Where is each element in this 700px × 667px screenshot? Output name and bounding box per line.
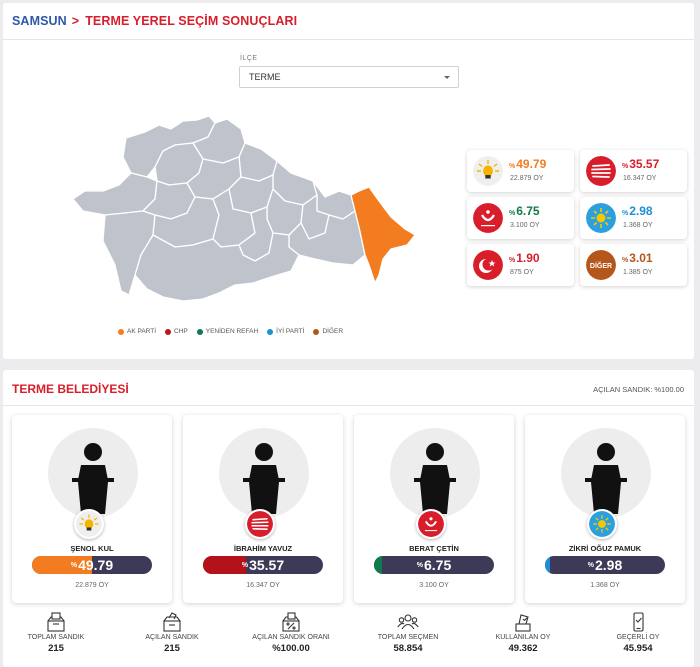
opened-ballots-info: AÇILAN SANDIK: %100.00 (593, 385, 684, 394)
ak-parti-bulb-logo (473, 156, 503, 186)
legend-dot (165, 328, 172, 335)
candidate-vote-bar-fill (374, 556, 383, 574)
party-result-card-diger[interactable]: DİĞER %3.01 1.385 OY (580, 244, 687, 286)
party-votes: 875 OY (510, 269, 534, 276)
legend-dot (118, 328, 124, 335)
valid-vote-phone-icon (633, 612, 644, 632)
voters-group-icon (397, 614, 419, 630)
page-title: TERME YEREL SEÇİM SONUÇLARI (85, 14, 298, 28)
chp-arrows-logo (586, 156, 616, 186)
chevron-down-icon (444, 76, 450, 79)
candidate-vote-bar-fill (545, 556, 550, 574)
yeniden-refah-logo (416, 509, 446, 539)
open-ballot-box-icon (163, 612, 181, 632)
district-results-card: SAMSUN > TERME YEREL SEÇİM SONUÇLARI İLÇE … (3, 3, 694, 359)
candidate-percent: %6.75 (416, 557, 452, 573)
province-map (72, 115, 415, 302)
party-votes: 1.385 OY (623, 269, 653, 276)
diger-logo: DİĞER (586, 250, 616, 280)
map-legend: AK PARTİ CHP YENİDEN REFAH İYİ PARTİ DİĞ… (118, 328, 343, 335)
candidate-vote-bar: %35.57 (203, 556, 323, 574)
candidate-vote-bar: %6.75 (374, 556, 494, 574)
candidate-name: BERAT ÇETİN (409, 544, 459, 553)
party-votes: 1.368 OY (623, 222, 653, 229)
party-result-card-ak-parti[interactable]: %49.79 22.879 OY (467, 150, 574, 192)
candidate-podium-icon (585, 443, 627, 514)
stat-total-voters: TOPLAM SEÇMEN 58.854 (353, 612, 463, 654)
party-votes: 22.879 OY (510, 175, 544, 182)
district-area[interactable] (134, 232, 300, 302)
candidate-podium-icon (243, 443, 285, 514)
candidate-card[interactable]: ZİKRİ OĞUZ PAMUK %2.98 1.368 OY (525, 415, 685, 603)
legend-dot (196, 328, 203, 335)
saadet-crescent-logo (473, 250, 503, 280)
candidate-vote-bar-fill (203, 556, 246, 574)
legend-dot (267, 328, 274, 335)
candidate-vote-bar: %49.79 (32, 556, 152, 574)
chp-arrows-logo (245, 509, 275, 539)
candidate-votes: 3.100 OY (419, 582, 449, 589)
party-result-card-saadet[interactable]: %1.90 875 OY (467, 244, 574, 286)
ballot-box-percent-icon (282, 612, 300, 632)
breadcrumb-separator-icon: > (71, 14, 80, 28)
candidate-percent: %35.57 (241, 557, 285, 573)
party-percent: %35.57 (622, 157, 660, 171)
district-terme[interactable] (350, 186, 415, 284)
candidate-podium-icon (72, 443, 114, 514)
party-percent: %49.79 (509, 157, 547, 171)
candidate-card[interactable]: ŞENOL KUL %49.79 22.879 OY (12, 415, 172, 603)
party-votes: 3.100 OY (510, 222, 540, 229)
candidate-card[interactable]: BERAT ÇETİN %6.75 3.100 OY (354, 415, 514, 603)
candidate-name: ZİKRİ OĞUZ PAMUK (568, 544, 642, 553)
iyi-parti-sun-logo (587, 509, 617, 539)
municipality-title: TERME BELEDİYESİ (12, 382, 129, 396)
legend-item-chp: CHP (165, 328, 188, 335)
stat-votes-cast: KULLANILAN OY 49.362 (468, 612, 578, 654)
party-percent: %6.75 (509, 204, 540, 218)
party-votes: 16.347 OY (623, 175, 657, 182)
ballot-box-icon (47, 612, 65, 632)
legend-item-ak-parti: AK PARTİ (118, 328, 156, 335)
party-result-card-iyi-parti[interactable]: %2.98 1.368 OY (580, 197, 687, 239)
legend-dot (313, 328, 320, 335)
stat-opened-ballot-boxes: AÇILAN SANDIK 215 (117, 612, 227, 654)
candidate-podium-icon (414, 443, 456, 514)
municipality-results-card: TERME BELEDİYESİ AÇILAN SANDIK: %100.00 … (3, 370, 694, 667)
candidate-vote-bar: %2.98 (545, 556, 665, 574)
divider (3, 405, 694, 406)
party-result-card-chp[interactable]: %35.57 16.347 OY (580, 150, 687, 192)
party-percent: %1.90 (509, 251, 540, 265)
breadcrumb: SAMSUN > TERME YEREL SEÇİM SONUÇLARI (12, 14, 297, 28)
district-select-value: TERME (249, 72, 281, 82)
candidate-card[interactable]: İBRAHİM YAVUZ %35.57 16.347 OY (183, 415, 343, 603)
vote-cast-icon (515, 614, 531, 632)
candidate-name: İBRAHİM YAVUZ (233, 544, 293, 553)
svg-text:DİĞER: DİĞER (590, 261, 612, 270)
stat-total-ballot-boxes: TOPLAM SANDIK 215 (1, 612, 111, 654)
district-select[interactable]: TERME (239, 66, 459, 88)
candidate-vote-bar-fill (32, 556, 92, 574)
candidate-percent: %2.98 (587, 557, 623, 573)
party-percent: %3.01 (622, 251, 653, 265)
party-percent: %2.98 (622, 204, 653, 218)
divider (3, 39, 694, 40)
yeniden-refah-logo (473, 203, 503, 233)
district-select-label: İLÇE (240, 55, 258, 62)
legend-item-yeniden-refah: YENİDEN REFAH (196, 328, 258, 335)
iyi-parti-sun-logo (586, 203, 616, 233)
candidate-name: ŞENOL KUL (70, 544, 114, 553)
stat-opened-ballot-ratio: AÇILAN SANDIK ORANI %100.00 (236, 612, 346, 654)
candidate-percent: %49.79 (70, 557, 114, 573)
party-result-card-yeniden-refah[interactable]: %6.75 3.100 OY (467, 197, 574, 239)
ak-parti-bulb-logo (74, 509, 104, 539)
legend-item-diger: DİĞER (313, 328, 343, 335)
breadcrumb-province-link[interactable]: SAMSUN (12, 14, 67, 28)
candidate-votes: 22.879 OY (75, 582, 109, 589)
candidate-votes: 1.368 OY (590, 582, 620, 589)
candidate-votes: 16.347 OY (246, 582, 280, 589)
legend-item-iyi-parti: İYİ PARTİ (267, 328, 304, 335)
stat-valid-votes: GEÇERLİ OY 45.954 (583, 612, 693, 654)
